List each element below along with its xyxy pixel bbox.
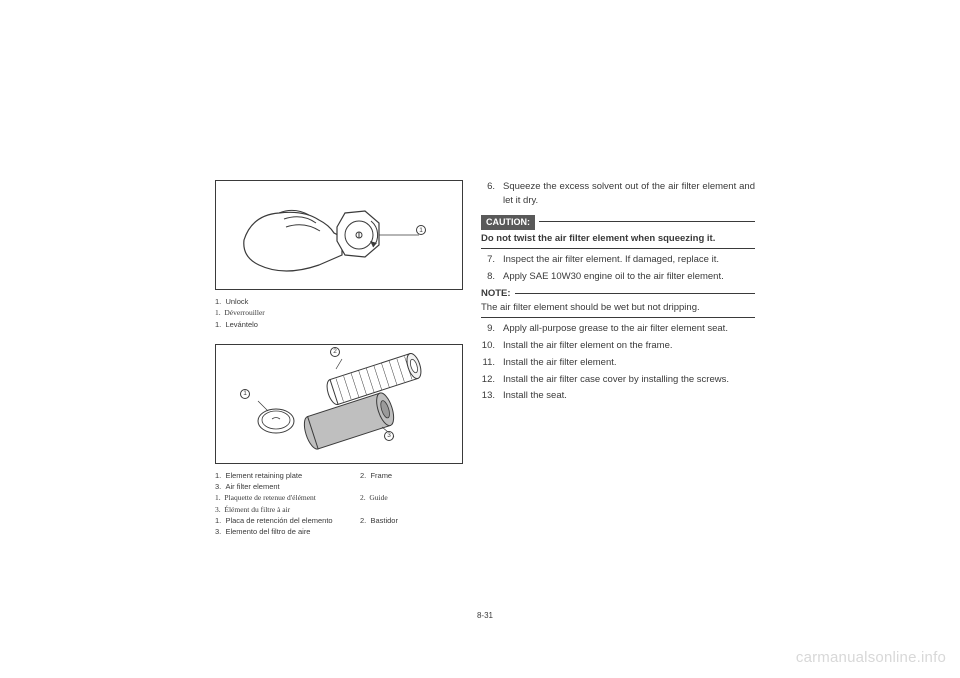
step-12: 12. Install the air filter case cover by… <box>481 373 755 387</box>
steps-c: 9. Apply all-purpose grease to the air f… <box>481 322 755 403</box>
step-9: 9. Apply all-purpose grease to the air f… <box>481 322 755 336</box>
callout-1b: 1 <box>240 389 250 399</box>
rule <box>539 221 755 222</box>
step-11: 11. Install the air filter element. <box>481 356 755 370</box>
steps-b: 7. Inspect the air filter element. If da… <box>481 253 755 284</box>
caution-label: CAUTION: <box>481 215 535 230</box>
right-column: 6. Squeeze the excess solvent out of the… <box>481 180 755 620</box>
left-column: 1 1. Unlock 1. Déverrouiller 1. Levántel… <box>215 180 463 620</box>
step-6: 6. Squeeze the excess solvent out of the… <box>481 180 755 208</box>
page-number: 8-31 <box>215 611 755 620</box>
note-label: NOTE: <box>481 287 511 301</box>
manual-page: 1 1. Unlock 1. Déverrouiller 1. Levántel… <box>215 180 755 620</box>
step-7: 7. Inspect the air filter element. If da… <box>481 253 755 267</box>
callout-2: 2 <box>330 347 340 357</box>
steps-a: 6. Squeeze the excess solvent out of the… <box>481 180 755 208</box>
figure-filter-parts: 1 2 3 <box>215 344 463 464</box>
fig1-captions: 1. Unlock 1. Déverrouiller 1. Levántelo <box>215 296 463 330</box>
rule <box>515 293 755 294</box>
fig2-captions: 1. Element retaining plate 2. Frame 3. A… <box>215 470 463 538</box>
step-13: 13. Install the seat. <box>481 389 755 403</box>
callout-1: 1 <box>416 225 426 235</box>
figure-filter-parts-svg <box>224 349 454 459</box>
note-header: NOTE: <box>481 287 755 301</box>
watermark: carmanualsonline.info <box>796 649 946 666</box>
rule <box>481 317 755 318</box>
step-8: 8. Apply SAE 10W30 engine oil to the air… <box>481 270 755 284</box>
caution-header: CAUTION: <box>481 211 755 232</box>
callout-3: 3 <box>384 431 394 441</box>
figure-unlock: 1 <box>215 180 463 290</box>
figure-unlock-svg <box>224 185 454 285</box>
step-10: 10. Install the air filter element on th… <box>481 339 755 353</box>
rule <box>481 248 755 249</box>
caution-text: Do not twist the air filter element when… <box>481 232 755 246</box>
note-text: The air filter element should be wet but… <box>481 301 755 315</box>
